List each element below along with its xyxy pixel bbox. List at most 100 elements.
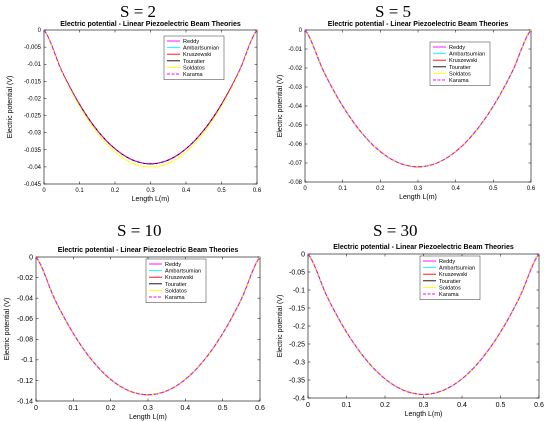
legend-label: Ambartsumian (449, 52, 485, 58)
y-tick-label: -0.04 (288, 104, 302, 110)
y-axis-label: Electric potential (V) (277, 75, 284, 138)
y-tick-label: -0.08 (288, 180, 302, 186)
legend-label: Karama (165, 295, 185, 301)
chart-title: Electric potential - Linear Piezoelectri… (60, 21, 241, 28)
chart-panel-s2: Electric potential - Linear Piezoelectri… (7, 21, 262, 203)
legend-label: Reddy (165, 262, 181, 268)
y-axis-label: Electric potential (V) (7, 76, 14, 139)
legend-label: Kruszewski (449, 58, 477, 64)
legend-box (145, 258, 207, 303)
x-tick-label: 0.6 (527, 186, 536, 192)
y-tick-label: -0.02 (17, 275, 33, 282)
x-tick-label: 0.3 (143, 405, 153, 412)
legend-box (163, 35, 225, 80)
x-tick-label: 0.3 (419, 402, 429, 409)
series-line-karama (304, 29, 532, 168)
y-tick-label: -0.4 (293, 395, 305, 402)
panel-label-s30: S = 30 (373, 221, 418, 240)
series-line-karama (35, 256, 261, 396)
x-tick-label: 0.4 (451, 186, 460, 192)
legend-label: Reddy (439, 259, 455, 265)
y-tick-label: -0.04 (27, 165, 41, 171)
x-axis-label: Length L(m) (399, 194, 437, 201)
x-tick-label: 0.3 (146, 188, 155, 194)
x-tick-label: 0.2 (106, 405, 116, 412)
x-tick-label: 0 (306, 402, 310, 409)
chart-panel-s30: Electric potential - Linear Piezoelectri… (277, 244, 544, 418)
x-tick-label: 0.1 (338, 186, 347, 192)
y-tick-label: -0.04 (17, 295, 33, 302)
legend-label: Touratier (449, 65, 471, 71)
legend-label: Soldatos (165, 288, 187, 294)
x-tick-label: 0.4 (180, 405, 190, 412)
legend-label: Ambartsumian (439, 266, 475, 272)
x-tick-label: 0.5 (496, 402, 506, 409)
y-tick-label: 0 (299, 28, 303, 34)
legend-label: Kruszewski (183, 52, 211, 58)
legend-label: Reddy (183, 39, 199, 45)
chart-title: Electric potential - Linear Piezoelectri… (333, 244, 514, 251)
x-tick-label: 0.6 (253, 188, 262, 194)
y-tick-label: -0.02 (27, 96, 41, 102)
x-tick-label: 0.4 (182, 188, 191, 194)
y-tick-label: -0.01 (27, 62, 41, 68)
y-tick-label: 0 (29, 254, 33, 261)
x-tick-label: 0.2 (376, 186, 385, 192)
legend-label: Kruszewski (165, 275, 193, 281)
series-line-karama (307, 253, 540, 395)
series-line-touratier (43, 29, 258, 165)
y-tick-label: -0.035 (24, 148, 42, 154)
y-tick-label: -0.25 (289, 341, 305, 348)
chart-title: Electric potential - Linear Piezoelectri… (328, 21, 509, 28)
panel-label-s5: S = 5 (375, 2, 412, 21)
legend-label: Soldatos (449, 71, 471, 77)
x-tick-label: 0.3 (414, 186, 423, 192)
y-tick-label: -0.07 (288, 161, 302, 167)
plot-area (43, 29, 258, 185)
legend-label: Karama (183, 72, 203, 78)
legend-label: Touratier (183, 59, 205, 65)
legend-label: Ambartsumian (165, 269, 201, 275)
y-tick-label: -0.005 (24, 45, 42, 51)
y-tick-label: -0.05 (288, 123, 302, 129)
legend-label: Soldatos (439, 285, 461, 291)
chart-panel-s10: Electric potential - Linear Piezoelectri… (4, 247, 265, 421)
y-tick-label: -0.05 (289, 269, 305, 276)
panel-label-s10: S = 10 (117, 221, 162, 240)
x-tick-label: 0.5 (217, 188, 226, 194)
legend-label: Kruszewski (439, 272, 467, 278)
x-axis-label: Length L(m) (132, 196, 170, 203)
y-axis-label: Electric potential (V) (277, 295, 284, 358)
y-tick-label: -0.12 (17, 378, 33, 385)
y-tick-label: -0.06 (17, 316, 33, 323)
legend-label: Touratier (165, 282, 187, 288)
legend-label: Touratier (439, 279, 461, 285)
y-tick-label: -0.15 (289, 305, 305, 312)
legend-label: Karama (449, 78, 469, 84)
x-tick-label: 0.5 (218, 405, 228, 412)
y-tick-label: -0.025 (24, 114, 42, 120)
x-axis-label: Length L(m) (405, 411, 443, 418)
x-tick-label: 0.6 (255, 405, 265, 412)
y-tick-label: -0.14 (17, 398, 33, 405)
plot-area (304, 29, 532, 183)
x-tick-label: 0.1 (75, 188, 84, 194)
y-tick-label: -0.1 (21, 357, 33, 364)
chart-title: Electric potential - Linear Piezoelectri… (58, 247, 239, 254)
y-tick-label: -0.03 (27, 131, 41, 137)
x-tick-label: 0.6 (534, 402, 544, 409)
x-tick-label: 0.5 (489, 186, 498, 192)
y-tick-label: -0.35 (289, 377, 305, 384)
y-tick-label: -0.3 (293, 359, 305, 366)
x-tick-label: 0.2 (111, 188, 120, 194)
x-axis-label: Length L(m) (129, 414, 167, 421)
legend-label: Reddy (449, 45, 465, 51)
legend-box (419, 255, 481, 300)
y-tick-label: -0.01 (288, 47, 302, 53)
y-tick-label: -0.015 (24, 79, 42, 85)
x-tick-label: 0 (34, 405, 38, 412)
y-tick-label: 0 (301, 251, 305, 258)
legend-label: Ambartsumian (183, 46, 219, 52)
x-tick-label: 0.4 (457, 402, 467, 409)
chart-panel-s5: Electric potential - Linear Piezoelectri… (277, 21, 536, 201)
